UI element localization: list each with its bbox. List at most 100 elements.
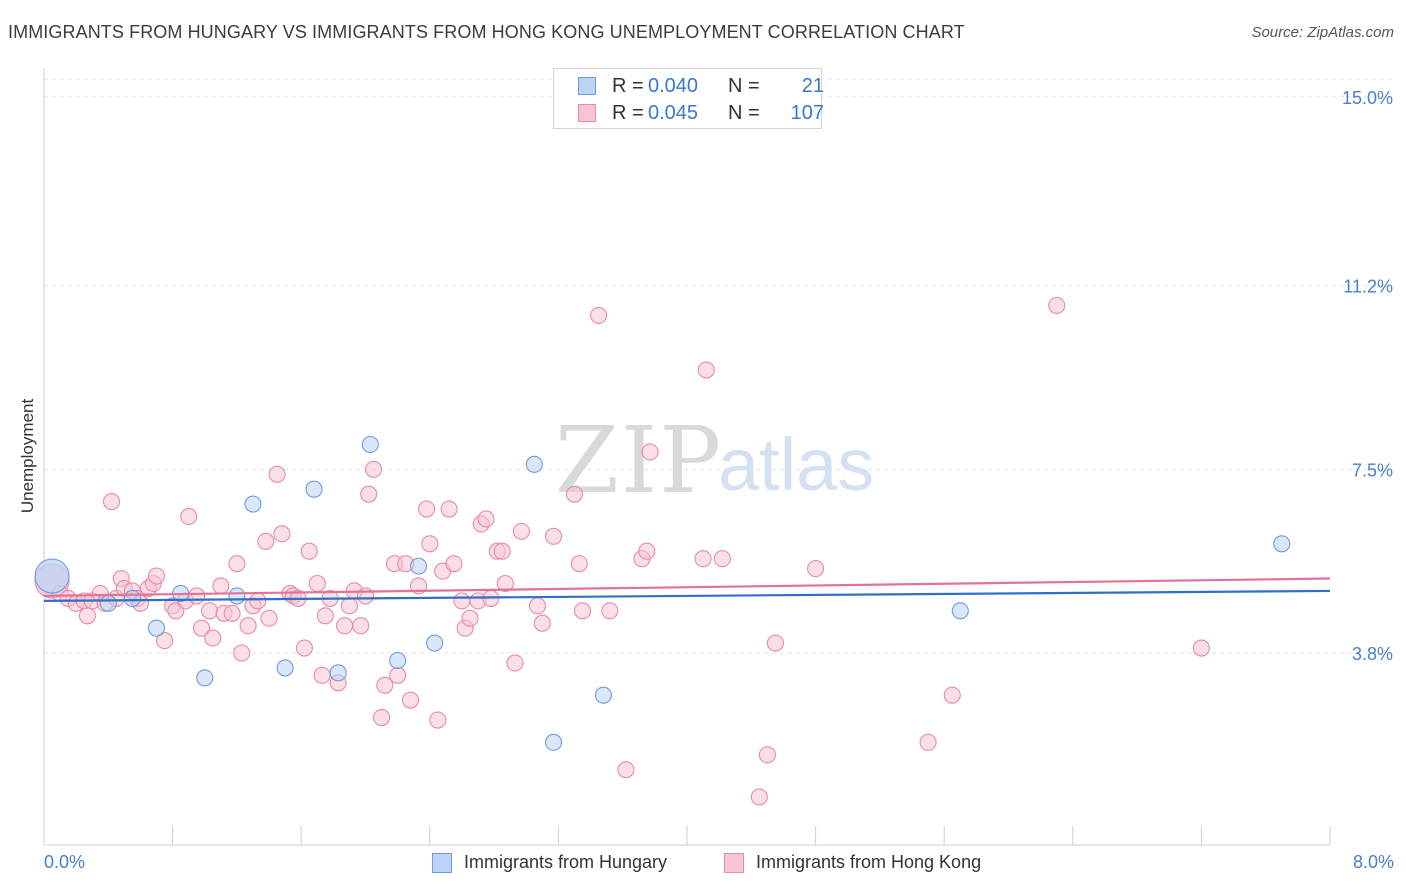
y-tick-label: 7.5% [1352,460,1393,480]
data-point [308,574,326,593]
y-tick-labels: 3.8% 7.5% 11.2% 15.0% [1342,88,1393,664]
data-point [493,542,511,560]
gridlines [44,78,1392,654]
data-point [758,746,776,764]
legend-r-value: 0.040 [648,75,699,97]
data-point [201,602,219,620]
data-point [418,500,436,518]
data-point [1273,535,1291,553]
data-point [99,594,117,612]
legend-label-hong-kong: Immigrants from Hong Kong [756,852,982,872]
chart-title: IMMIGRANTS FROM HUNGARY VS IMMIGRANTS FR… [8,22,965,42]
data-point [750,788,768,806]
legend-swatch-hong-kong [578,104,596,122]
data-point [697,361,715,379]
data-point [1048,296,1066,315]
data-point [545,527,563,545]
data-point [951,602,969,620]
data-point [506,654,524,672]
data-point [257,532,275,550]
legend-n-label: N = [728,102,760,124]
trend-line [43,589,1331,602]
data-point [429,711,447,729]
data-point [102,493,121,511]
data-point [260,609,278,627]
data-point [565,485,584,503]
data-point [807,560,825,578]
data-point [364,460,383,478]
data-point [147,619,166,637]
source-label: Source: ZipAtlas.com [1251,24,1394,41]
trend-line [43,577,1331,598]
trend-lines [43,577,1331,602]
data-point [233,644,251,662]
y-axis-label: Unemployment [18,398,37,514]
data-point [617,761,635,779]
data-point [340,597,358,615]
legend-label-hungary: Immigrants from Hungary [464,852,668,872]
data-point [453,592,471,610]
data-point [533,614,551,632]
data-point [426,634,444,652]
data-point [156,632,174,650]
data-point [300,542,318,560]
data-point [239,617,257,635]
data-point [376,676,394,694]
data-point [512,522,530,540]
watermark: ZIP atlas [555,407,874,514]
legend-n-label: N = [728,75,760,97]
series-legend: Immigrants from Hungary Immigrants from … [0,852,1406,878]
data-point [477,510,495,528]
data-point [228,555,246,573]
data-point [249,592,267,610]
data-point [356,587,375,605]
legend-swatch-hungary [432,853,452,873]
data-point [361,435,379,454]
data-point [204,629,222,647]
axes [43,68,1331,846]
data-point [641,443,659,461]
data-point [305,480,323,498]
data-point [352,617,370,635]
data-point [192,619,211,637]
data-point [276,659,294,677]
data-point [123,589,141,607]
data-point [409,557,428,575]
data-point [313,666,331,684]
data-point [445,555,463,573]
legend-r-label: R = [612,102,644,124]
data-point [212,577,230,595]
data-point [573,602,592,620]
data-point [336,617,354,635]
data-point [389,666,407,684]
legend-n-value: 107 [790,102,824,124]
data-point [223,604,241,622]
data-point [34,558,70,594]
data-points [34,296,1291,806]
x-tick-max: 8.0% [1352,852,1394,872]
legend-swatch-hong-kong [724,853,744,873]
data-point [766,634,784,652]
data-point [401,691,420,709]
data-point [1192,639,1210,657]
data-point [228,587,246,605]
data-point [316,607,334,625]
data-point [147,567,166,585]
data-point [373,708,391,727]
data-point [461,609,479,627]
data-point [545,733,563,751]
data-point [421,535,439,553]
data-point [196,669,214,687]
data-point [78,607,96,625]
x-tick-min: 0.0% [44,852,86,872]
y-tick-label: 3.8% [1352,644,1393,664]
data-point [694,550,712,568]
data-point [590,306,608,324]
data-point [389,651,407,669]
legend-r-label: R = [612,75,644,97]
data-point [713,550,731,568]
data-point [528,597,547,615]
data-point [943,686,961,704]
y-tick-label: 15.0% [1342,88,1393,108]
